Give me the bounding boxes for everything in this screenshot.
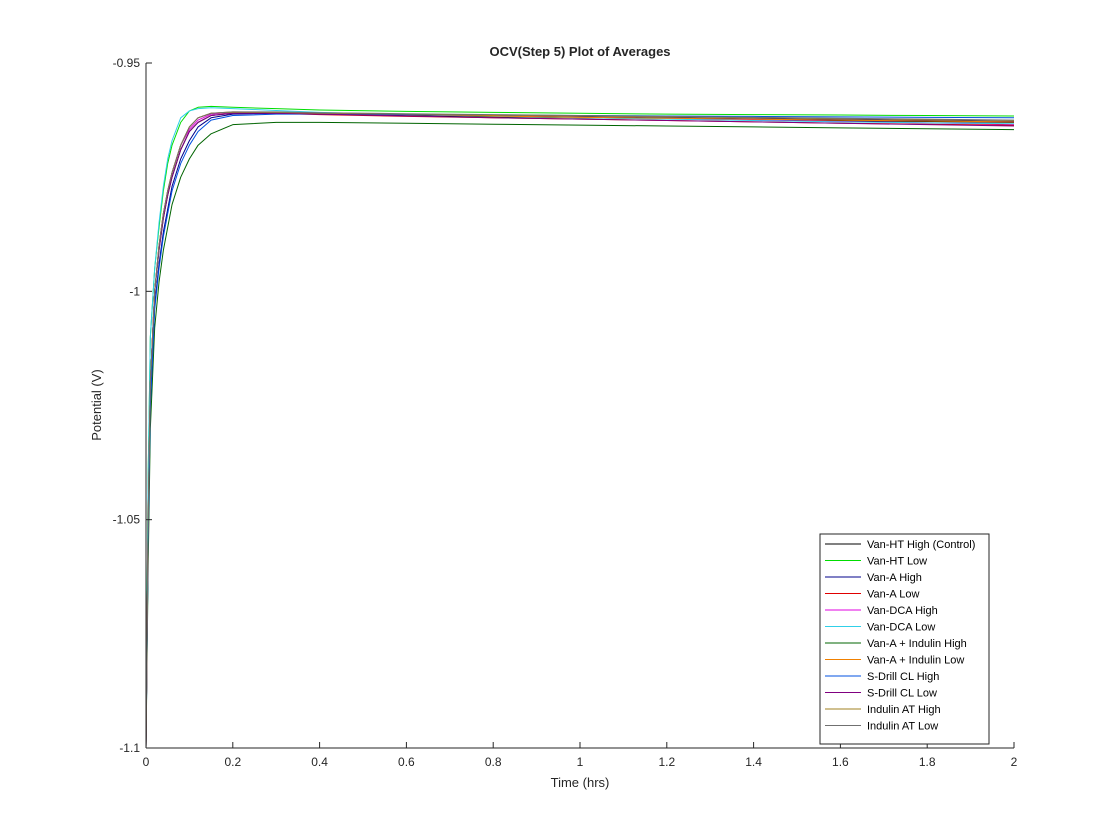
- series-line-12: [145, 111, 1015, 749]
- x-tick-label: 1.8: [919, 755, 936, 769]
- x-axis-label: Time (hrs): [551, 775, 610, 790]
- legend-entry-label: S-Drill CL High: [867, 671, 939, 683]
- y-tick-label: -0.95: [113, 56, 141, 70]
- legend-entry-label: Van-DCA High: [867, 605, 938, 617]
- x-tick-label: 1.6: [832, 755, 849, 769]
- x-tick-label: 0.8: [485, 755, 502, 769]
- series-line-6: [145, 107, 1015, 749]
- series-line-9: [145, 113, 1015, 749]
- y-tick-label: -1.05: [113, 513, 141, 527]
- x-tick-label: 0.4: [311, 755, 328, 769]
- legend-entry-label: Van-HT High (Control): [867, 539, 975, 551]
- legend-entry-label: Indulin AT High: [867, 704, 941, 716]
- y-tick-label: -1.1: [119, 741, 140, 755]
- x-tick-label: 1: [577, 755, 584, 769]
- legend-entry-label: Van-A Low: [867, 589, 919, 601]
- x-tick-label: 0.2: [224, 755, 241, 769]
- legend-entry-label: S-Drill CL Low: [867, 688, 937, 700]
- x-tick-label: 1.2: [658, 755, 675, 769]
- x-tick-label: 2: [1011, 755, 1018, 769]
- legend-entry-label: Van-A + Indulin Low: [867, 655, 964, 667]
- x-tick-label: 1.4: [745, 755, 762, 769]
- series-layer: [145, 105, 1015, 749]
- legend-entry-label: Indulin AT Low: [867, 721, 938, 733]
- x-tick-label: 0: [143, 755, 150, 769]
- legend-entry-label: Van-DCA Low: [867, 622, 935, 634]
- legend: Van-HT High (Control) Van-HT Low Van-A Hig…: [819, 533, 990, 745]
- y-ticks: -1.1 -1.05 -1 -0.95: [113, 56, 152, 755]
- chart-title: OCV(Step 5) Plot of Averages: [489, 44, 670, 59]
- x-ticks: 0 0.2 0.4 0.6 0.8 1 1.2 1.4 1.6 1.8 2: [143, 742, 1018, 769]
- y-tick-label: -1: [129, 284, 140, 298]
- y-axis-label: Potential (V): [89, 369, 104, 441]
- legend-entry-label: Van-HT Low: [867, 556, 927, 568]
- series-line-7: [145, 121, 1015, 749]
- legend-entry-label: Van-A High: [867, 572, 922, 584]
- x-tick-label: 0.6: [398, 755, 415, 769]
- legend-entry-label: Van-A + Indulin High: [867, 638, 967, 650]
